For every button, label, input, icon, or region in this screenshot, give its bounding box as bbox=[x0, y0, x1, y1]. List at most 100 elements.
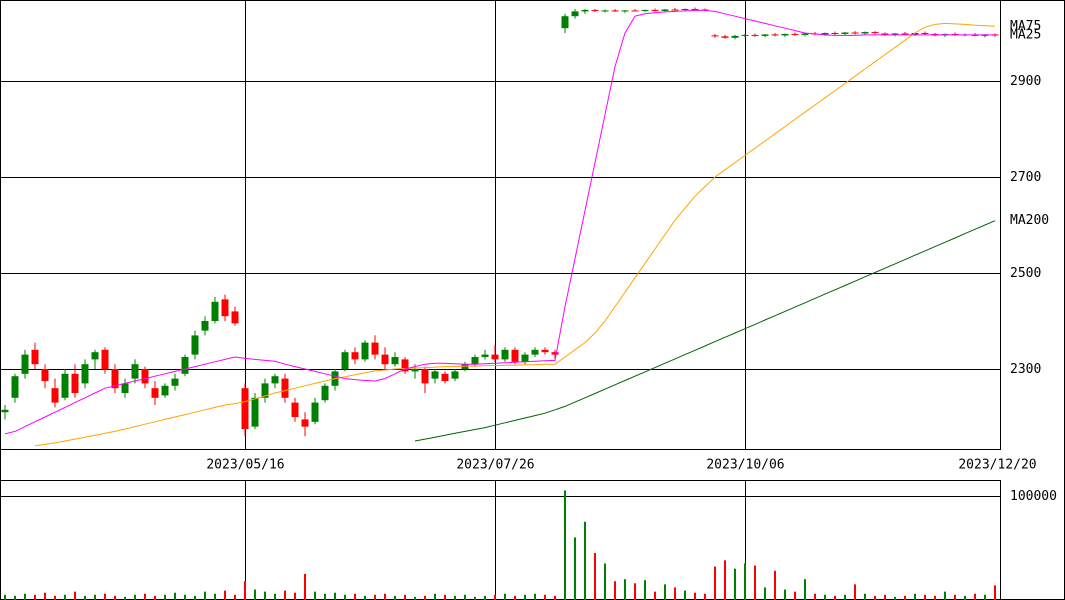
volume-bar bbox=[904, 595, 906, 600]
candle-body bbox=[351, 352, 359, 360]
volume-bar bbox=[484, 595, 486, 600]
candle-body bbox=[531, 349, 539, 355]
candle-body bbox=[611, 10, 619, 12]
volume-bar bbox=[444, 594, 446, 600]
volume-bar bbox=[914, 593, 916, 600]
volume-bar bbox=[314, 591, 316, 600]
candle-body bbox=[361, 342, 369, 360]
volume-bar bbox=[554, 595, 556, 600]
volume-bar bbox=[144, 593, 146, 600]
candle-body bbox=[311, 402, 319, 422]
volume-bar bbox=[204, 591, 206, 600]
volume-bar bbox=[124, 596, 126, 600]
x-tick-label: 2023/05/16 bbox=[206, 458, 284, 473]
volume-bar bbox=[54, 595, 56, 600]
volume-bar bbox=[924, 594, 926, 600]
volume-bar bbox=[14, 595, 16, 600]
volume-bar bbox=[354, 593, 356, 600]
volume-bar bbox=[774, 570, 776, 600]
price-pane bbox=[0, 0, 1001, 450]
volume-bar bbox=[114, 595, 116, 600]
candle-body bbox=[571, 11, 579, 17]
volume-bar bbox=[974, 593, 976, 600]
volume-bar bbox=[734, 568, 736, 600]
volume-bar bbox=[384, 593, 386, 600]
ma-label: MA75 bbox=[1010, 19, 1041, 34]
ma-label: MA25 bbox=[1010, 27, 1041, 42]
volume-bar bbox=[364, 595, 366, 600]
volume-bar bbox=[564, 490, 566, 600]
candle-body bbox=[791, 33, 799, 35]
volume-bar bbox=[624, 579, 626, 600]
volume-bar bbox=[984, 594, 986, 600]
volume-bar bbox=[684, 590, 686, 600]
candle-body bbox=[321, 385, 329, 401]
candle-body bbox=[51, 388, 59, 403]
candle-body bbox=[81, 364, 89, 384]
candle-body bbox=[421, 369, 429, 384]
volume-bar bbox=[434, 593, 436, 600]
volume-bar bbox=[414, 596, 416, 600]
candle-body bbox=[881, 33, 889, 35]
candle-body bbox=[201, 321, 209, 331]
candle-body bbox=[41, 369, 49, 381]
candle-body bbox=[151, 388, 159, 398]
candle-body bbox=[171, 378, 179, 386]
volume-bar bbox=[534, 593, 536, 600]
volume-bar bbox=[184, 594, 186, 600]
volume-bar bbox=[594, 553, 596, 600]
volume-bar bbox=[884, 594, 886, 600]
volume-tick-label: 100000 bbox=[1010, 489, 1057, 504]
candle-body bbox=[641, 9, 649, 11]
volume-bar bbox=[324, 593, 326, 600]
candle-body bbox=[301, 419, 309, 427]
volume-bar bbox=[584, 521, 586, 600]
candle-body bbox=[631, 10, 639, 12]
candle-body bbox=[691, 9, 699, 10]
volume-bar bbox=[744, 563, 746, 600]
volume-bar bbox=[864, 593, 866, 600]
volume-bar bbox=[524, 594, 526, 600]
volume-bar bbox=[724, 560, 726, 600]
candle-body bbox=[371, 342, 379, 355]
candle-body bbox=[271, 376, 279, 384]
volume-bar bbox=[274, 593, 276, 600]
volume-bar bbox=[654, 591, 656, 600]
candle-body bbox=[411, 369, 419, 372]
candle-body bbox=[771, 34, 779, 36]
volume-bar bbox=[954, 594, 956, 600]
volume-bar bbox=[814, 593, 816, 600]
volume-bar bbox=[104, 593, 106, 600]
y-tick-label: 2300 bbox=[1010, 362, 1041, 377]
x-tick-label: 2023/07/26 bbox=[456, 458, 534, 473]
volume-bar bbox=[24, 593, 26, 600]
volume-bar bbox=[334, 592, 336, 600]
candle-body bbox=[61, 373, 69, 398]
candle-body bbox=[651, 9, 659, 11]
candle-body bbox=[671, 9, 679, 11]
volume-bar bbox=[764, 587, 766, 600]
candle-body bbox=[11, 376, 19, 398]
candle-body bbox=[601, 10, 609, 12]
candle-body bbox=[911, 33, 919, 35]
volume-bar bbox=[74, 591, 76, 600]
volume-bar bbox=[674, 587, 676, 600]
volume-bar bbox=[174, 592, 176, 600]
volume-bar bbox=[574, 537, 576, 600]
volume-bar bbox=[754, 565, 756, 600]
volume-bar bbox=[694, 592, 696, 600]
candle-body bbox=[231, 311, 239, 324]
volume-bar bbox=[844, 594, 846, 600]
volume-bar bbox=[854, 584, 856, 600]
candle-body bbox=[901, 33, 909, 35]
volume-bar bbox=[244, 581, 246, 600]
candle-body bbox=[541, 349, 549, 353]
volume-bar bbox=[304, 573, 306, 600]
volume-bar bbox=[494, 594, 496, 600]
candle-body bbox=[1, 409, 9, 413]
volume-pane bbox=[0, 480, 1001, 600]
volume-bar bbox=[254, 589, 256, 600]
volume-bar bbox=[544, 594, 546, 600]
volume-bar bbox=[714, 566, 716, 600]
candle-body bbox=[431, 371, 439, 379]
